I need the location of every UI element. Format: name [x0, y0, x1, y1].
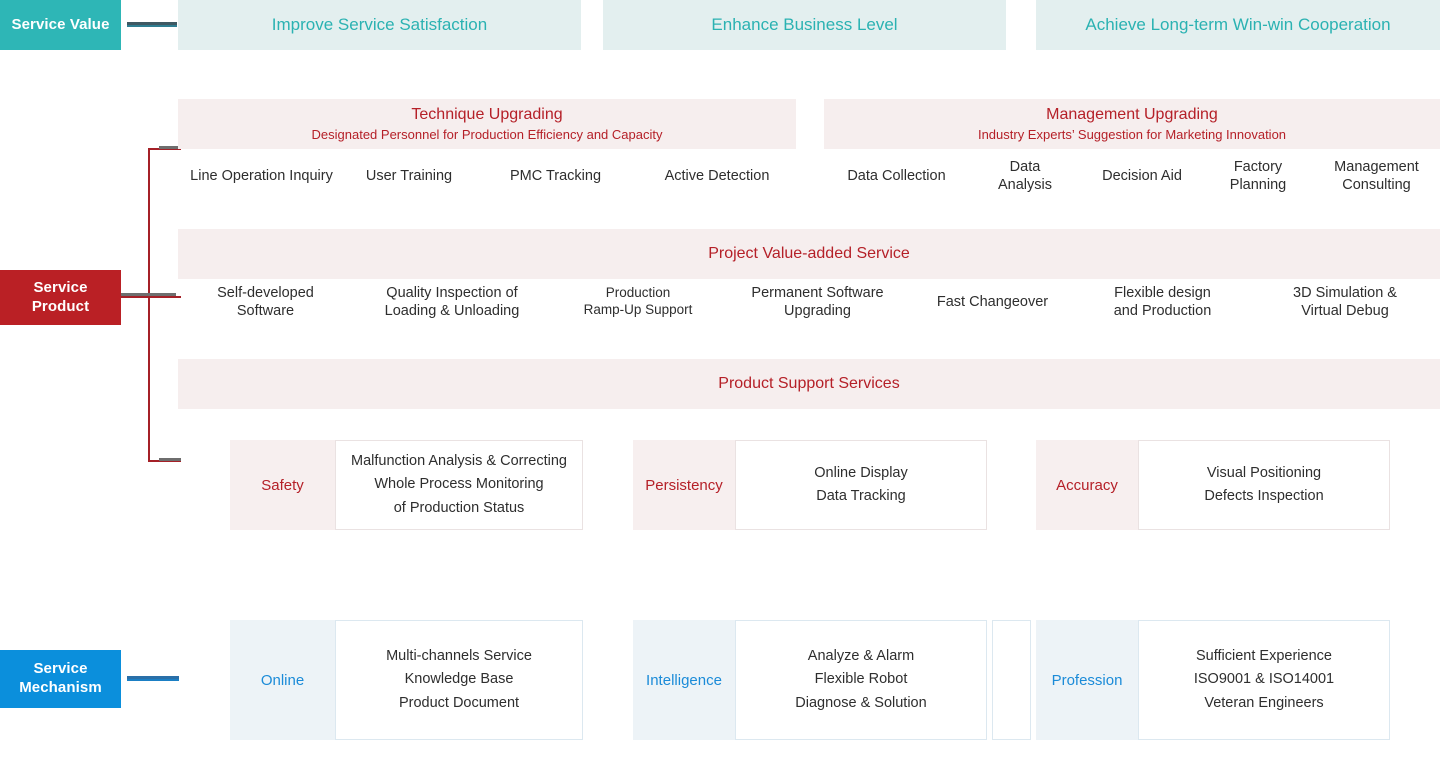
mechanism-spacer-cell: [992, 620, 1031, 740]
connector-product-bracket-top: [148, 148, 181, 150]
item-data-collection[interactable]: Data Collection: [847, 167, 946, 184]
item-data-analysis[interactable]: Data Analysis: [998, 158, 1052, 193]
connector-service-value-line: [127, 25, 177, 27]
mechanism-card-profession-body: Sufficient Experience ISO9001 & ISO14001…: [1138, 620, 1390, 740]
band-product-support-services-title: Product Support Services: [718, 375, 900, 393]
item-row-project-value-added-service: Self-developed Software Quality Inspecti…: [178, 278, 1440, 326]
support-card-accuracy-key: Accuracy: [1036, 440, 1138, 530]
item-row-management-upgrading: Data Collection Data Analysis Decision A…: [824, 155, 1440, 197]
band-management-upgrading-title: Management Upgrading: [1046, 106, 1218, 124]
service-value-box-3-label: Achieve Long-term Win-win Cooperation: [1085, 15, 1391, 34]
service-value-box-2-label: Enhance Business Level: [711, 15, 898, 34]
category-tag-service-value-label: Service Value: [11, 15, 110, 33]
band-product-support-services[interactable]: Product Support Services: [178, 359, 1440, 409]
mechanism-card-intelligence-line-2: Flexible Robot: [814, 671, 908, 688]
service-value-box-3[interactable]: Achieve Long-term Win-win Cooperation: [1036, 0, 1440, 50]
support-card-safety-line-3: of Production Status: [393, 499, 525, 516]
item-user-training[interactable]: User Training: [365, 167, 453, 184]
connector-product-bracket-vertical: [148, 148, 150, 462]
support-card-safety-line-1: Malfunction Analysis & Correcting: [351, 452, 567, 469]
connector-mechanism-stub: [127, 676, 179, 679]
service-value-box-1[interactable]: Improve Service Satisfaction: [178, 0, 581, 50]
item-factory-planning[interactable]: Factory Planning: [1229, 158, 1287, 193]
item-fast-changeover[interactable]: Fast Changeover: [936, 293, 1049, 310]
mechanism-card-online-line-3: Product Document: [398, 694, 520, 711]
support-card-persistency-line-1: Online Display: [814, 464, 908, 481]
category-tag-service-product-label: Service Product: [31, 278, 90, 315]
connector-mechanism-line: [127, 679, 179, 681]
category-tag-service-value[interactable]: Service Value: [0, 0, 121, 50]
connector-product-stub-top: [159, 146, 181, 149]
item-self-developed-software[interactable]: Self-developed Software: [217, 284, 314, 319]
support-card-persistency-key: Persistency: [633, 440, 735, 530]
category-tag-service-product[interactable]: Service Product: [0, 270, 121, 325]
support-card-persistency[interactable]: Persistency Online Display Data Tracking: [633, 440, 987, 530]
item-line-operation-inquiry[interactable]: Line Operation Inquiry: [190, 167, 333, 184]
mechanism-card-intelligence-key: Intelligence: [633, 620, 735, 740]
item-decision-aid[interactable]: Decision Aid: [1102, 167, 1182, 184]
mechanism-card-profession-line-3: Veteran Engineers: [1204, 694, 1324, 711]
item-production-ramp-up-support[interactable]: Production Ramp-Up Support: [583, 285, 693, 317]
item-permanent-software-upgrading[interactable]: Permanent Software Upgrading: [751, 284, 884, 319]
category-tag-service-mechanism-label: Service Mechanism: [19, 660, 102, 696]
connector-service-value-stub: [127, 22, 177, 25]
mechanism-card-online[interactable]: Online Multi-channels Service Knowledge …: [230, 620, 583, 740]
mechanism-card-profession-line-2: ISO9001 & ISO14001: [1193, 671, 1335, 688]
item-3d-simulation-virtual-debug[interactable]: 3D Simulation & Virtual Debug: [1293, 284, 1397, 319]
band-technique-upgrading-title: Technique Upgrading: [411, 106, 563, 124]
mechanism-card-intelligence-line-1: Analyze & Alarm: [807, 647, 915, 664]
mechanism-card-profession-key: Profession: [1036, 620, 1138, 740]
connector-product-stub-bottom: [159, 458, 181, 461]
support-card-accuracy[interactable]: Accuracy Visual Positioning Defects Insp…: [1036, 440, 1390, 530]
category-tag-service-mechanism[interactable]: Service Mechanism: [0, 650, 121, 708]
support-card-persistency-body: Online Display Data Tracking: [735, 440, 987, 530]
mechanism-card-online-body: Multi-channels Service Knowledge Base Pr…: [335, 620, 583, 740]
service-value-box-1-label: Improve Service Satisfaction: [271, 15, 488, 34]
item-pmc-tracking[interactable]: PMC Tracking: [509, 167, 602, 184]
band-management-upgrading-subtitle: Industry Experts’ Suggestion for Marketi…: [977, 127, 1287, 143]
support-card-safety-body: Malfunction Analysis & Correcting Whole …: [335, 440, 583, 530]
support-card-safety-line-2: Whole Process Monitoring: [374, 476, 544, 493]
item-management-consulting[interactable]: Management Consulting: [1334, 158, 1419, 193]
mechanism-card-profession-line-1: Sufficient Experience: [1196, 647, 1332, 664]
mechanism-card-profession[interactable]: Profession Sufficient Experience ISO9001…: [1036, 620, 1390, 740]
connector-product-bracket-middle: [121, 296, 181, 298]
mechanism-card-intelligence-line-3: Diagnose & Solution: [795, 694, 927, 711]
item-active-detection[interactable]: Active Detection: [664, 167, 770, 184]
mechanism-card-online-line-2: Knowledge Base: [404, 671, 514, 688]
connector-product-bracket-bottom: [148, 460, 181, 462]
band-technique-upgrading-subtitle: Designated Personnel for Production Effi…: [311, 127, 663, 143]
mechanism-card-online-line-1: Multi-channels Service: [386, 647, 532, 664]
band-project-value-added-service-title: Project Value-added Service: [708, 245, 910, 263]
band-management-upgrading[interactable]: Management Upgrading Industry Experts’ S…: [824, 99, 1440, 149]
item-row-technique-upgrading: Line Operation Inquiry User Training PMC…: [178, 155, 796, 197]
support-card-safety[interactable]: Safety Malfunction Analysis & Correcting…: [230, 440, 583, 530]
support-card-safety-key: Safety: [230, 440, 335, 530]
support-card-accuracy-line-1: Visual Positioning: [1206, 464, 1322, 481]
service-value-box-2[interactable]: Enhance Business Level: [603, 0, 1006, 50]
mechanism-card-online-key: Online: [230, 620, 335, 740]
band-technique-upgrading[interactable]: Technique Upgrading Designated Personnel…: [178, 99, 796, 149]
support-card-persistency-line-2: Data Tracking: [816, 488, 906, 504]
band-project-value-added-service[interactable]: Project Value-added Service: [178, 229, 1440, 279]
item-quality-inspection[interactable]: Quality Inspection of Loading & Unloadin…: [384, 284, 520, 319]
item-flexible-design-and-production[interactable]: Flexible design and Production: [1113, 284, 1212, 319]
mechanism-card-intelligence-body: Analyze & Alarm Flexible Robot Diagnose …: [735, 620, 987, 740]
support-card-accuracy-body: Visual Positioning Defects Inspection: [1138, 440, 1390, 530]
connector-product-stub-middle: [121, 293, 176, 296]
support-card-accuracy-line-2: Defects Inspection: [1204, 488, 1324, 504]
mechanism-card-intelligence[interactable]: Intelligence Analyze & Alarm Flexible Ro…: [633, 620, 987, 740]
